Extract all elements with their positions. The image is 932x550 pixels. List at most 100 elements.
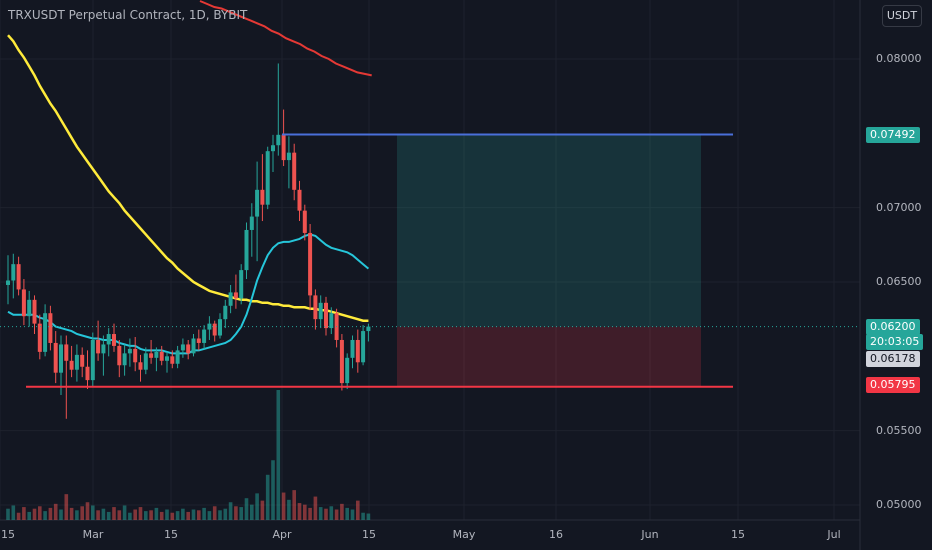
candle-body xyxy=(318,302,323,320)
candle-body xyxy=(297,189,302,211)
volume-bar xyxy=(197,510,201,520)
volume-bar xyxy=(271,460,275,520)
volume-bar xyxy=(154,507,159,520)
volume-bar xyxy=(287,499,291,520)
candle-body xyxy=(138,362,143,370)
long-position-box[interactable] xyxy=(397,134,701,387)
y-tick-label: 0.05500 xyxy=(876,423,922,437)
candle-body xyxy=(127,348,132,354)
candle-body xyxy=(16,264,21,290)
candle-body xyxy=(11,264,16,281)
candle-body xyxy=(27,299,32,317)
volume-bar xyxy=(85,502,90,520)
candle-body xyxy=(154,351,159,358)
volume-bar xyxy=(250,504,254,520)
volume-bar xyxy=(186,511,190,520)
volume-bar xyxy=(159,511,164,520)
volume-bar xyxy=(297,503,302,520)
x-tick-label: 15 xyxy=(731,528,745,541)
volume-bar xyxy=(308,507,312,520)
volume-bar xyxy=(69,507,74,520)
volume-bar xyxy=(106,511,111,520)
candle-body xyxy=(339,339,344,384)
volume-bar xyxy=(128,512,132,520)
volume-bar xyxy=(292,490,296,520)
x-tick-label: Mar xyxy=(82,528,104,541)
chart-title: TRXUSDT Perpetual Contract, 1D, BYBIT xyxy=(8,8,248,22)
candle-body xyxy=(260,189,265,205)
horizontal-levels[interactable] xyxy=(0,133,860,388)
candle-body xyxy=(143,353,148,370)
currency-button[interactable]: USDT xyxy=(882,5,922,27)
x-tick-label: Apr xyxy=(272,528,292,541)
candle-body xyxy=(271,145,275,152)
candle-body xyxy=(355,339,360,363)
volume-bar xyxy=(43,511,47,520)
candle-body xyxy=(6,280,10,285)
x-tick-label: 15 xyxy=(1,528,15,541)
volume-bars xyxy=(6,390,371,520)
candle-body xyxy=(170,356,175,364)
candle-body xyxy=(101,344,106,354)
candle-body xyxy=(149,353,154,358)
volume-bar xyxy=(53,503,58,520)
candle-body xyxy=(207,323,212,330)
volume-bar xyxy=(239,507,243,520)
candle-body xyxy=(74,354,79,370)
y-tick-label: 0.07000 xyxy=(876,200,922,214)
volume-bar xyxy=(165,509,169,520)
candle-body xyxy=(281,134,286,161)
candle-body xyxy=(286,152,291,161)
volume-bar xyxy=(324,508,328,520)
candle-body xyxy=(223,305,228,320)
candle-body xyxy=(186,344,191,354)
candle-body xyxy=(122,353,127,366)
candle-body xyxy=(69,360,74,370)
volume-bar xyxy=(303,504,307,520)
candle-body xyxy=(80,354,85,367)
candle-body xyxy=(218,319,222,336)
volume-bar xyxy=(260,500,265,520)
candle-body xyxy=(244,229,249,271)
volume-bar xyxy=(112,507,116,520)
candle-body xyxy=(90,339,95,381)
ema-teal-line xyxy=(7,233,370,355)
x-tick-label: 15 xyxy=(164,528,178,541)
volume-bar xyxy=(350,509,355,520)
candle-body xyxy=(329,313,334,329)
volume-bar xyxy=(207,511,212,520)
candle-body xyxy=(112,334,116,346)
candle-body xyxy=(366,326,371,332)
volume-bar xyxy=(340,503,344,520)
candle-body xyxy=(302,210,307,233)
volume-bar xyxy=(218,510,222,520)
candle-body xyxy=(350,339,355,358)
volume-bar xyxy=(138,507,143,520)
candle-body xyxy=(96,339,101,354)
y-tick-label: 0.05000 xyxy=(876,498,922,511)
volume-bar xyxy=(281,492,286,520)
candle-body xyxy=(117,345,122,366)
volume-bar xyxy=(356,500,360,520)
candle-body xyxy=(133,348,138,363)
candle-body xyxy=(292,152,297,190)
volume-bar xyxy=(91,505,95,520)
volume-bar xyxy=(27,511,31,520)
volume-bar xyxy=(80,506,84,520)
x-tick-label: 16 xyxy=(549,528,563,541)
candle-body xyxy=(53,342,58,373)
candle-body xyxy=(228,292,233,306)
candle-body xyxy=(106,334,111,345)
candle-body xyxy=(324,302,328,329)
candle-body xyxy=(202,329,207,343)
x-tick-label: Jul xyxy=(827,528,841,541)
volume-bar xyxy=(265,474,270,520)
volume-bar xyxy=(276,390,281,520)
volume-bar xyxy=(234,506,238,520)
chart-grid xyxy=(0,0,861,550)
volume-bar xyxy=(122,505,127,520)
volume-bar xyxy=(191,509,196,520)
ma-red-line xyxy=(199,0,372,77)
candle-body xyxy=(212,323,217,336)
